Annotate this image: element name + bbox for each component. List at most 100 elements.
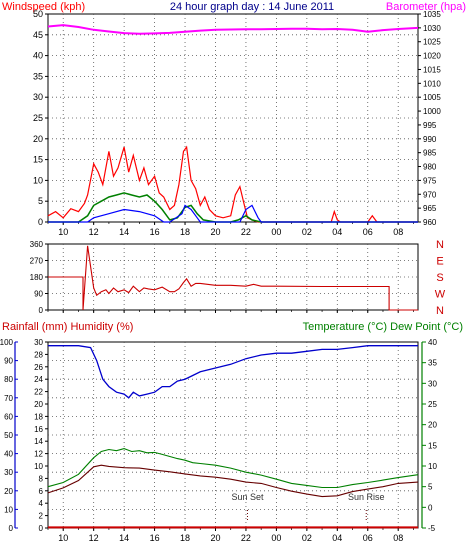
series-barometer [47, 24, 419, 35]
y-right-tick-label: 990 [423, 135, 437, 144]
temp-dewpoint-axis-title: Temperature (°C) Dew Point (°C) [303, 321, 463, 333]
compass-label: W [435, 289, 446, 301]
humidity-tick-label: 80 [4, 375, 13, 384]
x-tick-label: 12 [89, 533, 99, 543]
y-tick-label: 0 [39, 306, 44, 315]
rain-tick-label: 6 [39, 487, 44, 496]
y-right-tick-label: 960 [423, 218, 437, 227]
series-lull [48, 204, 418, 223]
temperature-tick-label: 15 [428, 441, 437, 450]
series-gust [47, 145, 418, 223]
x-tick-label: 10 [58, 227, 68, 237]
temperature-tick-label: 10 [428, 462, 437, 471]
series-dew-point [47, 464, 419, 498]
temperature-tick-label: -5 [428, 524, 436, 533]
temperature-tick-label: 35 [428, 359, 437, 368]
x-tick-label: 20 [210, 533, 220, 543]
x-tick-label: 18 [180, 533, 190, 543]
y-tick-label: 0 [38, 217, 43, 227]
barometer-axis-title: Barometer (hpa) [386, 1, 466, 13]
x-tick-label: 04 [332, 533, 342, 543]
x-tick-label: 14 [119, 533, 129, 543]
x-tick-label: 08 [393, 227, 403, 237]
annotation-sun-rise: Sun Rise [348, 492, 385, 502]
rain-tick-label: 2 [39, 512, 44, 521]
y-right-tick-label: 1015 [423, 65, 441, 74]
y-right-tick-label: 980 [423, 163, 437, 172]
temp-humidity-chart: 10 12 14 16 18 20 22 00 02 04 06 080102030405060708… [0, 338, 437, 543]
temperature-tick-label: 30 [428, 379, 437, 388]
series-temperature [47, 448, 419, 489]
compass-label: N [436, 305, 444, 317]
rain-tick-label: 20 [34, 400, 43, 409]
y-tick-label: 90 [34, 290, 43, 299]
rain-tick-label: 4 [39, 499, 44, 508]
y-tick-label: 10 [33, 175, 43, 185]
rain-tick-label: 10 [34, 462, 43, 471]
temperature-tick-label: 20 [428, 421, 437, 430]
rain-tick-label: 30 [34, 338, 43, 347]
humidity-tick-label: 100 [0, 338, 14, 347]
x-tick-label: 14 [119, 227, 129, 237]
humidity-tick-label: 0 [9, 524, 14, 533]
y-tick-label: 270 [30, 257, 44, 266]
rain-tick-label: 0 [39, 524, 44, 533]
y-right-tick-label: 1025 [423, 38, 441, 47]
x-tick-label: 20 [210, 227, 220, 237]
humidity-tick-label: 90 [4, 357, 13, 366]
y-right-tick-label: 985 [423, 149, 437, 158]
x-tick-label: 12 [89, 227, 99, 237]
y-right-tick-label: 1000 [423, 107, 441, 116]
x-tick-label: 02 [302, 227, 312, 237]
y-tick-label: 50 [33, 9, 43, 19]
series-average [48, 192, 418, 223]
rain-tick-label: 26 [34, 363, 43, 372]
x-tick-label: 16 [150, 227, 160, 237]
rain-tick-label: 8 [39, 474, 44, 483]
x-tick-label: 16 [150, 533, 160, 543]
x-tick-label: 22 [241, 227, 251, 237]
y-right-tick-label: 1035 [423, 10, 441, 19]
humidity-tick-label: 30 [4, 468, 13, 477]
humidity-tick-label: 60 [4, 412, 13, 421]
humidity-tick-label: 40 [4, 450, 13, 459]
rain-tick-label: 22 [34, 388, 43, 397]
y-tick-label: 40 [33, 51, 43, 61]
compass-label: N [436, 239, 444, 251]
x-tick-label: 04 [332, 227, 342, 237]
humidity-tick-label: 10 [4, 505, 13, 514]
series-humidity [48, 345, 418, 399]
y-right-tick-label: 975 [423, 176, 437, 185]
x-tick-label: 22 [241, 533, 251, 543]
rain-tick-label: 18 [34, 412, 43, 421]
x-tick-label: 08 [393, 533, 403, 543]
temperature-tick-label: 0 [428, 503, 433, 512]
x-tick-label: 18 [180, 227, 190, 237]
compass-label: E [436, 256, 443, 268]
x-tick-label: 06 [363, 227, 373, 237]
x-tick-label: 00 [271, 227, 281, 237]
rain-tick-label: 24 [34, 375, 43, 384]
x-tick-label: 06 [363, 533, 373, 543]
humidity-tick-label: 50 [4, 431, 13, 440]
y-tick-label: 20 [33, 134, 43, 144]
rain-tick-label: 16 [34, 425, 43, 434]
annotation-sun-set: Sun Set [231, 492, 264, 502]
y-right-tick-label: 1030 [423, 24, 441, 33]
y-right-tick-label: 1020 [423, 52, 441, 61]
series-wind-direction [48, 245, 418, 311]
temperature-tick-label: 5 [428, 483, 433, 492]
y-tick-label: 360 [30, 240, 44, 249]
y-right-tick-label: 965 [423, 204, 437, 213]
y-right-tick-label: 970 [423, 190, 437, 199]
compass-label: S [436, 272, 443, 284]
wind-barometer-chart: 10 12 14 16 18 20 22 00 02 04 06 080510152025303540… [33, 9, 441, 237]
x-tick-label: 10 [58, 533, 68, 543]
temperature-tick-label: 25 [428, 400, 437, 409]
rain-tick-label: 28 [34, 350, 43, 359]
y-tick-label: 30 [33, 92, 43, 102]
y-tick-label: 5 [38, 196, 43, 206]
temperature-tick-label: 40 [428, 338, 437, 347]
